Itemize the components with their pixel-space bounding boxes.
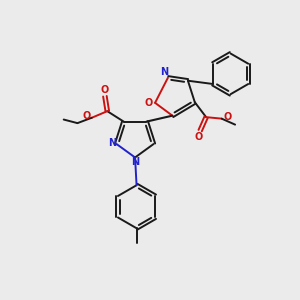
Text: O: O [224, 112, 232, 122]
Text: O: O [145, 98, 153, 108]
Text: N: N [108, 138, 116, 148]
Text: O: O [101, 85, 109, 95]
Text: N: N [132, 157, 140, 167]
Text: O: O [82, 111, 91, 121]
Text: O: O [194, 132, 203, 142]
Text: N: N [160, 68, 168, 77]
